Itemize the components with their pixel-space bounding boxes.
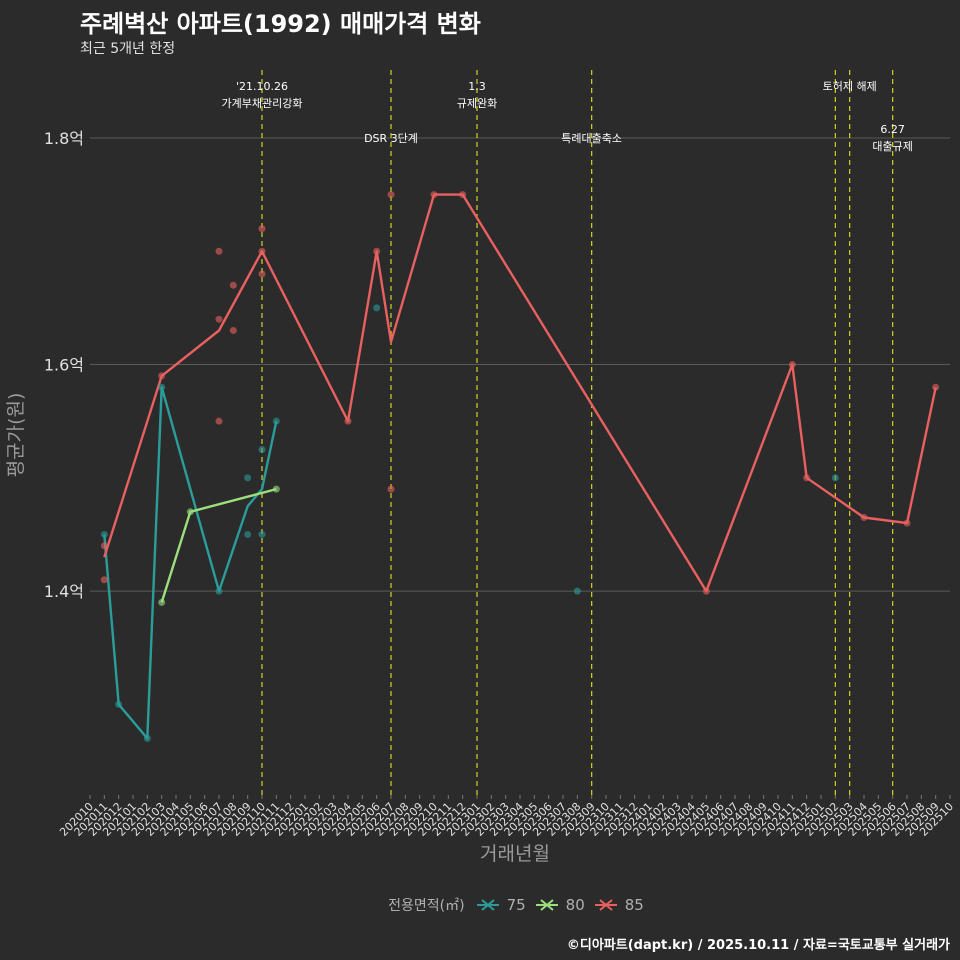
data-point-85 (100, 542, 108, 550)
data-point-75 (143, 734, 151, 742)
legend-label: 80 (565, 896, 585, 914)
data-point-75 (158, 383, 166, 391)
data-point-85 (229, 281, 237, 289)
footer-credit: ©디아파트(dapt.kr) / 2025.10.11 / 자료=국토교통부 실… (566, 938, 950, 953)
data-point-85 (702, 587, 710, 595)
page-title: 주례벽산 아파트(1992) 매매가격 변화 (80, 10, 481, 38)
data-point-85 (430, 191, 438, 199)
y-tick-label: 1.6억 (44, 356, 84, 375)
legend-key-icon (594, 899, 617, 911)
data-point-75 (272, 417, 280, 425)
data-point-75 (100, 530, 108, 538)
series-line-80 (160, 487, 277, 603)
legend-title: 전용면적(㎡) (388, 898, 465, 914)
data-point-75 (258, 530, 266, 538)
data-point-75 (215, 587, 223, 595)
legend-item-80: 80 (534, 896, 585, 914)
data-point-75 (573, 587, 581, 595)
data-point-85 (229, 327, 237, 335)
data-point-75 (373, 304, 381, 312)
data-point-85 (344, 417, 352, 425)
event-label: 가계부채관리강화 (222, 97, 303, 110)
data-point-85 (932, 383, 940, 391)
data-point-85 (903, 519, 911, 527)
data-point-85 (387, 191, 395, 199)
data-point-85 (788, 361, 796, 369)
event-label: 대출규제 (872, 140, 912, 153)
legend-key-icon (535, 899, 558, 911)
legend-label: 85 (624, 896, 644, 914)
data-point-85 (215, 315, 223, 323)
data-point-85 (459, 191, 467, 199)
data-point-75 (831, 474, 839, 482)
data-point-80 (272, 485, 280, 493)
data-point-75 (115, 700, 123, 708)
data-point-75 (258, 445, 266, 453)
data-point-80 (186, 508, 194, 516)
event-label: 6.27 (880, 123, 905, 136)
event-label: 토허제 해제 (823, 79, 877, 93)
data-point-85 (215, 247, 223, 255)
series-line-75 (103, 386, 278, 740)
page-subtitle: 최근 5개년 한정 (80, 41, 176, 57)
data-point-80 (158, 598, 166, 606)
y-axis-title: 평균가(원) (5, 393, 27, 478)
event-label: '21.10.26 (236, 80, 288, 93)
data-point-75 (244, 474, 252, 482)
data-point-85 (258, 247, 266, 255)
series-line-85 (103, 193, 937, 593)
event-label: DSR 3단계 (364, 132, 418, 145)
event-label: 특례대출축소 (561, 132, 622, 145)
data-point-85 (100, 576, 108, 584)
data-point-85 (215, 417, 223, 425)
event-label: 규제완화 (457, 97, 497, 110)
data-point-75 (244, 530, 252, 538)
data-point-85 (258, 225, 266, 233)
legend: 전용면적(㎡) 75 80 85 (0, 895, 960, 915)
x-axis-title: 거래년월 (480, 843, 550, 865)
y-tick-label: 1.4억 (44, 582, 84, 601)
legend-item-85: 85 (593, 896, 644, 914)
data-point-85 (387, 485, 395, 493)
y-tick-label: 1.8억 (44, 129, 84, 148)
data-point-85 (158, 372, 166, 380)
data-point-85 (373, 247, 381, 255)
event-label: 1.3 (468, 80, 486, 93)
data-point-85 (860, 513, 868, 521)
legend-item-75: 75 (475, 896, 526, 914)
legend-key-icon (476, 899, 499, 911)
legend-label: 75 (506, 896, 526, 914)
data-point-85 (258, 270, 266, 278)
data-point-85 (803, 474, 811, 482)
